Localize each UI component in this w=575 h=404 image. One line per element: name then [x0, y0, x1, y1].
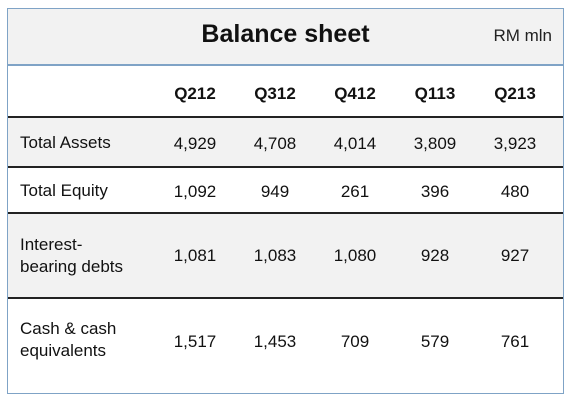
cell-value: 1,083	[253, 246, 297, 265]
table-row: Total Assets 4,929 4,708 4,014 3,809 3,9…	[8, 116, 563, 168]
cell-value: 396	[420, 182, 450, 201]
cell-value: 3,923	[493, 134, 537, 153]
row-label: Interest- bearing debts	[20, 235, 124, 276]
cell-value: 4,014	[333, 134, 377, 153]
table-row: Cash & cash equivalents 1,517 1,453 709 …	[8, 297, 563, 395]
cell-value: 949	[260, 182, 290, 201]
column-header: Q312	[254, 84, 296, 103]
table-header: Balance sheet RM mln	[8, 9, 563, 66]
cell-value: 709	[340, 332, 370, 351]
cell-value: 761	[500, 332, 530, 351]
cell-value: 4,929	[173, 134, 217, 153]
cell-value: 1,453	[253, 332, 297, 351]
column-header: Q113	[414, 84, 456, 103]
table-title: Balance sheet	[201, 20, 370, 48]
cell-value: 579	[420, 332, 450, 351]
cell-value: 1,081	[173, 246, 217, 265]
row-label: Total Equity	[20, 181, 108, 200]
unit-label: RM mln	[493, 26, 552, 45]
table-row: Total Equity 1,092 949 261 396 480	[8, 166, 563, 214]
cell-value: 261	[340, 182, 370, 201]
cell-value: 928	[420, 246, 450, 265]
row-label: Cash & cash equivalents	[20, 319, 117, 360]
cell-value: 3,809	[413, 134, 457, 153]
column-header: Q213	[494, 84, 536, 103]
cell-value: 4,708	[253, 134, 297, 153]
cell-value: 1,517	[173, 332, 217, 351]
cell-value: 1,092	[173, 182, 217, 201]
row-label: Total Assets	[20, 133, 111, 152]
column-header-row: Q212 Q312 Q412 Q113 Q213	[8, 66, 563, 116]
table-row: Interest- bearing debts 1,081 1,083 1,08…	[8, 212, 563, 299]
balance-sheet-table: Balance sheet RM mln Q212 Q312 Q412 Q113…	[7, 8, 564, 394]
cell-value: 480	[500, 182, 530, 201]
column-header: Q212	[174, 84, 216, 103]
column-header: Q412	[334, 84, 376, 103]
cell-value: 1,080	[333, 246, 377, 265]
cell-value: 927	[500, 246, 530, 265]
